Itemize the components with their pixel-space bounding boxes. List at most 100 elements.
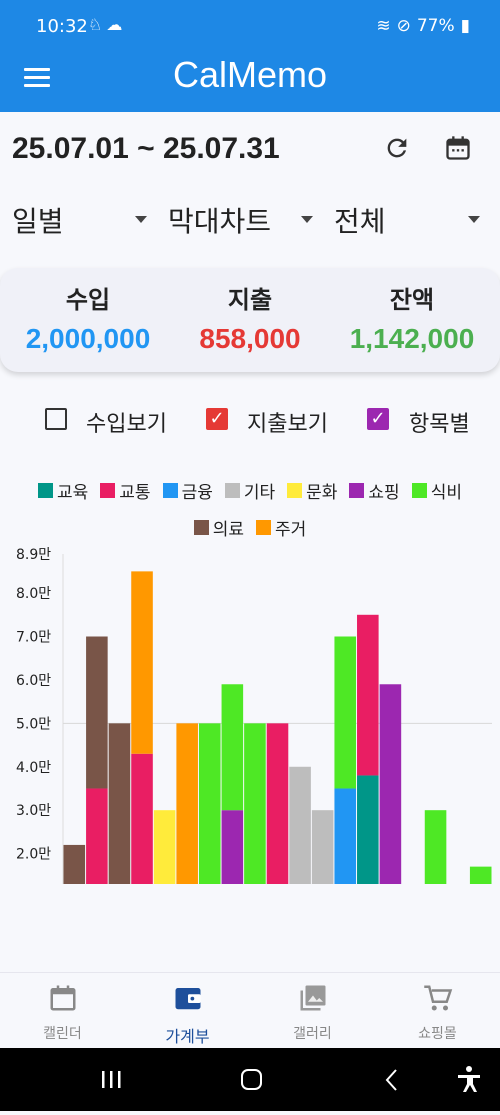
chart-type-value: 막대차트: [168, 205, 272, 238]
y-tick-label: 3.0만: [16, 803, 51, 819]
nav-label: 쇼핑몰: [418, 1026, 457, 1042]
bar-segment-교육[interactable]: [357, 775, 379, 884]
bar-segment-식비[interactable]: [221, 684, 244, 811]
gallery-icon: [300, 985, 325, 1011]
bar-segment-교통[interactable]: [266, 723, 289, 884]
nav-label: 갤러리: [293, 1026, 332, 1042]
bar-segment-주거[interactable]: [131, 571, 153, 754]
legend-item: 금융: [162, 478, 213, 503]
calendar-picker-icon[interactable]: [444, 134, 472, 162]
bar-segment-교통[interactable]: [131, 753, 153, 884]
expense-checkbox[interactable]: ✓: [206, 408, 228, 430]
bar-segment-쇼핑[interactable]: [379, 684, 402, 884]
accessibility-icon[interactable]: [458, 1066, 480, 1092]
legend-label: 기타: [243, 483, 276, 503]
bar-segment-주거[interactable]: [176, 723, 198, 884]
legend-item: 문화: [287, 478, 337, 503]
legend-swatch: [38, 483, 54, 498]
income-label: 수입: [65, 286, 111, 314]
refresh-icon[interactable]: [383, 134, 411, 162]
legend-label: 문화: [306, 483, 338, 503]
legend-row: 교육 교통 금융 기타 문화 쇼핑 식비: [0, 478, 500, 503]
bar-segment-의료[interactable]: [86, 636, 108, 789]
legend-item: 쇼핑: [349, 478, 400, 503]
bar-segment-식비[interactable]: [334, 636, 357, 789]
legend-swatch: [162, 483, 178, 498]
y-tick-label: 8.0만: [16, 586, 51, 602]
legend-label: 식비: [430, 483, 462, 503]
expense-value: 858,000: [199, 323, 301, 354]
status-right: ≋ ⊘ 77% ▮: [376, 16, 470, 36]
bar-segment-금융[interactable]: [334, 788, 357, 884]
bar-segment-쇼핑[interactable]: [221, 810, 244, 884]
recents-icon[interactable]: [102, 1071, 121, 1088]
bar-segment-교통[interactable]: [86, 788, 108, 884]
interval-dropdown[interactable]: 일별: [12, 200, 152, 240]
category-dropdown[interactable]: 전체: [334, 200, 484, 240]
expense-view-label: 지출보기: [247, 412, 328, 437]
nav-label: 캘린더: [43, 1026, 82, 1042]
battery-icon: ▮: [460, 16, 470, 36]
bar-segment-교통[interactable]: [357, 614, 379, 776]
y-tick-label: 4.0만: [16, 760, 51, 776]
balance-label: 잔액: [389, 286, 435, 314]
bottom-navigation: 캘린더 가계부 갤러리 쇼핑몰: [0, 972, 500, 1049]
y-tick-label: 7.0만: [16, 630, 51, 646]
income-value: 2,000,000: [25, 323, 151, 354]
bar-segment-식비[interactable]: [198, 723, 221, 884]
legend-label: 쇼핑: [368, 483, 400, 503]
bar-segment-식비[interactable]: [424, 810, 447, 884]
category-view-label: 항목별: [409, 412, 470, 437]
nav-ledger[interactable]: 가계부: [125, 983, 250, 1047]
bar-segment-기타[interactable]: [289, 766, 311, 884]
back-icon[interactable]: [385, 1069, 397, 1091]
check-icon: ✓: [370, 408, 386, 429]
dnd-icon: ⊘: [396, 16, 411, 36]
chart-type-dropdown[interactable]: 막대차트: [168, 200, 318, 240]
bar-segment-문화[interactable]: [153, 810, 176, 884]
legend-item: 식비: [411, 478, 462, 503]
bar-segment-식비[interactable]: [469, 866, 492, 884]
category-value: 전체: [334, 205, 386, 238]
nav-shop[interactable]: 쇼핑몰: [375, 983, 500, 1043]
date-range: 25.07.01 ~ 25.07.31: [12, 132, 280, 165]
menu-icon[interactable]: [24, 68, 50, 90]
y-tick-label: 5.0만: [16, 716, 51, 732]
nav-label: 가계부: [165, 1027, 210, 1046]
wifi-icon: ≋: [376, 16, 391, 36]
legend-item: 의료: [193, 515, 244, 540]
legend-swatch: [256, 520, 271, 535]
status-time: 10:32: [36, 16, 88, 37]
balance-summary: 잔액 1,142,000: [329, 280, 495, 355]
chart-legend: 교육 교통 금융 기타 문화 쇼핑 식비 의료 주거: [0, 478, 500, 552]
bar-segment-식비[interactable]: [244, 723, 266, 884]
legend-swatch: [287, 483, 303, 498]
chevron-down-icon: [468, 216, 480, 223]
expense-summary: 지출 858,000: [167, 280, 333, 355]
y-tick-label: 2.0만: [16, 847, 51, 863]
bar-segment-의료[interactable]: [63, 844, 86, 884]
legend-label: 교통: [119, 483, 151, 503]
chevron-down-icon: [301, 216, 313, 223]
category-checkbox[interactable]: ✓: [367, 408, 389, 430]
bar-segment-기타[interactable]: [311, 810, 334, 884]
legend-swatch: [193, 520, 209, 535]
income-summary: 수입 2,000,000: [5, 280, 171, 355]
check-icon: ✓: [209, 408, 225, 429]
legend-item: 교육: [38, 478, 88, 503]
home-icon[interactable]: [241, 1069, 262, 1090]
y-tick-label: 6.0만: [16, 673, 51, 689]
legend-label: 교육: [57, 483, 89, 503]
status-bar: 10:32 ♘☁ ≋ ⊘ 77% ▮: [0, 0, 500, 52]
bar-segment-의료[interactable]: [108, 723, 131, 884]
summary-card: 수입 2,000,000 지출 858,000 잔액 1,142,000: [0, 268, 500, 372]
nav-gallery[interactable]: 갤러리: [250, 983, 375, 1043]
expense-bar-chart: 2.0만 3.0만 4.0만 5.0만 6.0만 7.0만 8.0만 8.9만: [16, 547, 492, 884]
legend-label: 의료: [212, 520, 244, 540]
income-checkbox[interactable]: [45, 408, 67, 430]
y-tick-label: 8.9만: [16, 547, 51, 563]
legend-item: 주거: [256, 515, 306, 540]
app-title: CalMemo: [172, 54, 328, 95]
nav-calendar[interactable]: 캘린더: [0, 983, 125, 1043]
chevron-down-icon: [135, 216, 147, 223]
